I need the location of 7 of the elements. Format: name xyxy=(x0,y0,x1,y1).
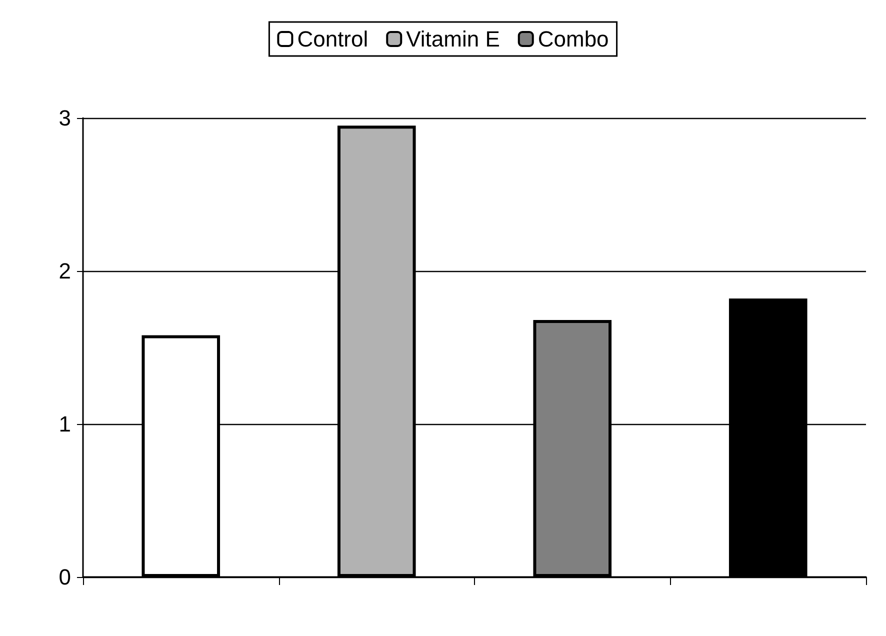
y-tick-label: 1 xyxy=(58,412,71,436)
y-tick-label: 0 xyxy=(58,564,71,590)
y-tick-label: 3 xyxy=(58,106,71,130)
legend-label: Control xyxy=(297,26,368,52)
legend-label: Combo xyxy=(538,26,609,52)
legend-label: Vitamin E xyxy=(406,26,500,52)
y-tick-label: 2 xyxy=(58,258,71,284)
